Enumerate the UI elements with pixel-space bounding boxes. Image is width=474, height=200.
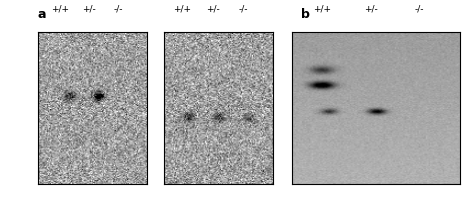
Text: -/-: -/- xyxy=(114,5,123,14)
Text: +/+: +/+ xyxy=(173,5,191,14)
Text: +/-: +/- xyxy=(364,5,377,14)
Text: +/+: +/+ xyxy=(51,5,69,14)
Text: b: b xyxy=(301,8,310,21)
Text: +/-: +/- xyxy=(82,5,96,14)
Text: -/-: -/- xyxy=(415,5,424,14)
Text: +/+: +/+ xyxy=(313,5,331,14)
Text: +/-: +/- xyxy=(206,5,219,14)
Text: -/-: -/- xyxy=(238,5,248,14)
Text: a: a xyxy=(38,8,46,21)
